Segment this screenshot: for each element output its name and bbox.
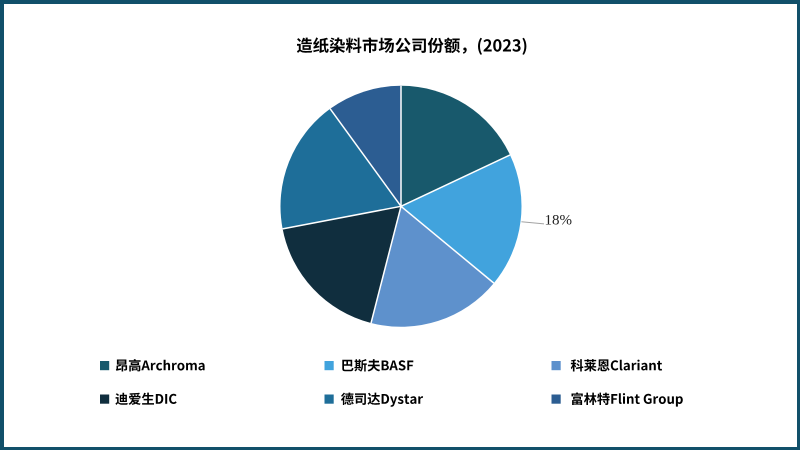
svg-text:18%: 18% xyxy=(545,213,573,229)
